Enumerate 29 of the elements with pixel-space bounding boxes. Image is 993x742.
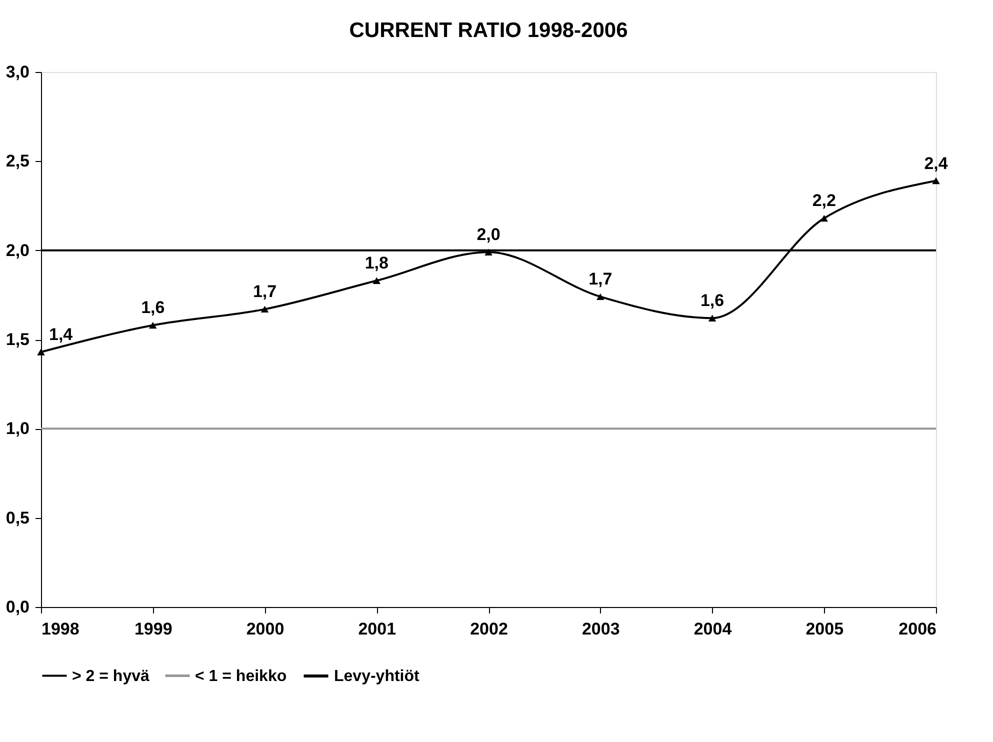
y-tick-label: 1,5 (6, 330, 30, 349)
y-tick-label: 2,5 (6, 152, 30, 171)
y-tick-label: 3,0 (6, 62, 30, 82)
y-tick-label: 0,5 (6, 508, 30, 528)
data-label: 1,7 (588, 270, 612, 289)
data-label: 1,6 (700, 291, 724, 310)
data-label: 2,0 (476, 225, 500, 244)
y-tick-label: 1,0 (6, 419, 30, 438)
data-label: 1,6 (141, 298, 165, 318)
x-tick-label: 2003 (582, 620, 620, 638)
legend-label: Levy-yhtiöt (334, 668, 420, 685)
x-tick-label: 2001 (358, 620, 396, 638)
chart-title: CURRENT RATIO 1998-2006 (349, 19, 628, 42)
x-tick-label: 2002 (470, 620, 508, 638)
x-tick-label: 2004 (694, 620, 732, 638)
data-label: 2,4 (924, 154, 948, 173)
legend-label: < 1 = heikko (195, 668, 287, 685)
y-tick-label: 2,0 (6, 240, 30, 260)
legend-label: > 2 = hyvä (72, 668, 150, 685)
x-tick-label: 1998 (42, 620, 80, 638)
data-label: 1,7 (252, 282, 277, 302)
x-tick-label: 1999 (134, 620, 172, 638)
data-label: 1,8 (364, 254, 388, 273)
x-tick-label: 2005 (806, 620, 844, 638)
data-label: 2,2 (812, 191, 836, 210)
x-tick-label: 2000 (246, 620, 284, 638)
y-tick-label: 0,0 (6, 598, 30, 616)
data-label: 1,4 (49, 324, 74, 344)
x-tick-label: 2006 (898, 620, 936, 638)
